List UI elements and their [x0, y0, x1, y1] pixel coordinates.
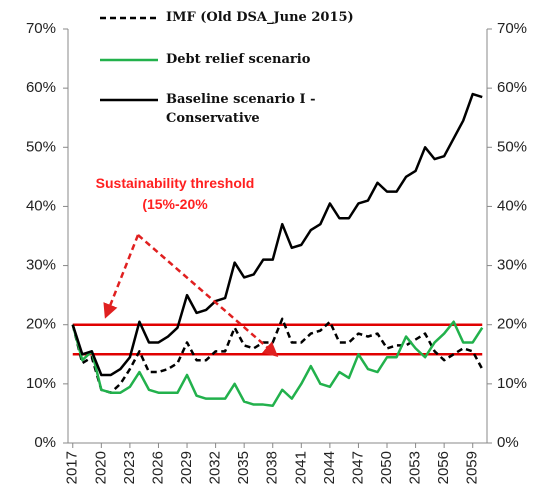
x-tick-label: 2026: [149, 451, 166, 484]
x-tick-label: 2050: [378, 451, 395, 484]
x-tick-label: 2035: [235, 451, 252, 484]
y2-tick-label: 60%: [497, 79, 527, 96]
y2-tick-label: 50%: [497, 138, 527, 155]
x-tick-label: 2017: [64, 451, 81, 484]
y-tick-label: 70%: [26, 20, 56, 37]
y-tick-label: 50%: [26, 138, 56, 155]
x-tick-label: 2047: [349, 451, 366, 484]
annotation: Sustainability threshold (15%-20%: [95, 175, 255, 212]
x-tick-label: 2053: [407, 451, 424, 484]
series-line: [71, 320, 484, 407]
y-tick-label: 0%: [34, 434, 56, 451]
y-tick-label: 60%: [26, 79, 56, 96]
y-tick-label: 20%: [26, 316, 56, 333]
y2-tick-label: 70%: [497, 20, 527, 37]
x-tick-label: 2032: [207, 451, 224, 484]
x-tick-label: 2041: [292, 451, 309, 484]
y2-tick-label: 20%: [497, 316, 527, 333]
y-tick-label: 40%: [26, 197, 56, 214]
series-line: [71, 92, 483, 377]
y2-tick-label: 10%: [497, 375, 527, 392]
x-tick-label: 2056: [435, 451, 452, 484]
y-tick-label: 10%: [26, 375, 56, 392]
y2-tick-label: 30%: [497, 257, 527, 274]
x-tick-label: 2020: [92, 451, 109, 484]
x-tick-label: 2023: [121, 451, 138, 484]
legend-label: IMF (Old DSA_June 2015): [166, 10, 354, 25]
legend-label: Debt relief scenario: [166, 52, 311, 67]
legend-label: Baseline scenario I - Conservative: [166, 92, 316, 126]
y-tick-label: 30%: [26, 257, 56, 274]
x-tick-label: 2038: [264, 451, 281, 484]
y2-tick-label: 0%: [497, 434, 519, 451]
annotation-arrows: [103, 234, 279, 357]
x-tick-label: 2044: [321, 451, 338, 484]
y2-tick-label: 40%: [497, 197, 527, 214]
x-tick-label: 2059: [464, 451, 481, 484]
series-line: [71, 317, 484, 394]
x-tick-label: 2029: [178, 451, 195, 484]
